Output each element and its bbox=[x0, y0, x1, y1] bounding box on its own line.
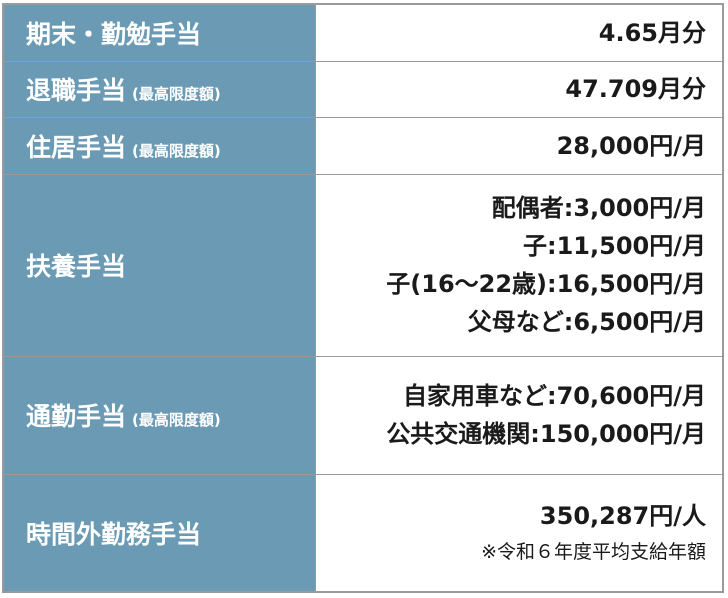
label-cell: 時間外勤務手当 bbox=[2, 473, 316, 593]
label-cell: 退職手当 (最高限度額) bbox=[2, 60, 316, 118]
value-text: 公共交通機関:150,000円/月 bbox=[386, 420, 706, 448]
table-row: 住居手当 (最高限度額) 28,000円/月 bbox=[2, 116, 724, 175]
value-cell: 47.709月分 bbox=[314, 60, 724, 118]
value-cell: 28,000円/月 bbox=[314, 116, 724, 175]
table-body: 期末・勤勉手当 4.65月分退職手当 (最高限度額) 47.709月分住居手当 (最高限… bbox=[2, 3, 724, 593]
value-cell: 4.65月分 bbox=[314, 3, 724, 62]
value-cell: 350,287円/人 ※令和６年度平均支給年額 bbox=[314, 473, 724, 593]
label-text: 住居手当 bbox=[26, 132, 127, 162]
value-cell: 配偶者:3,000円/月子:11,500円/月子(16～22歳):16,500円… bbox=[314, 173, 724, 357]
label-text: 通勤手当 bbox=[26, 402, 127, 431]
table-row: 通勤手当 (最高限度額) 自家用車など:70,600円/月公共交通機関:150,00… bbox=[2, 355, 724, 475]
value-text: 子:11,500円/月 bbox=[523, 232, 706, 260]
label-text: 時間外勤務手当 bbox=[26, 519, 202, 549]
value-text: 47.709月分 bbox=[565, 75, 706, 103]
value-text: 配偶者:3,000円/月 bbox=[491, 194, 706, 222]
value-text: 4.65月分 bbox=[598, 18, 706, 47]
label-cell: 住居手当 (最高限度額) bbox=[2, 116, 316, 175]
table-row: 扶養手当 配偶者:3,000円/月子:11,500円/月子(16～22歳):16,… bbox=[2, 173, 724, 357]
value-text: 28,000円/月 bbox=[556, 131, 706, 160]
value-note: ※令和６年度平均支給年額 bbox=[481, 540, 706, 563]
value-cell: 自家用車など:70,600円/月公共交通機関:150,000円/月 bbox=[314, 355, 724, 475]
label-text: 扶養手当 bbox=[26, 252, 127, 281]
value-text: 子(16～22歳):16,500円/月 bbox=[386, 270, 706, 298]
label-cell: 期末・勤勉手当 bbox=[2, 3, 316, 62]
label-cell: 扶養手当 bbox=[2, 173, 316, 357]
value-text: 自家用車など:70,600円/月 bbox=[403, 382, 706, 410]
label-sub: (最高限度額) bbox=[132, 411, 221, 429]
label-cell: 通勤手当 (最高限度額) bbox=[2, 355, 316, 475]
label-text: 期末・勤勉手当 bbox=[26, 19, 202, 49]
table-row: 退職手当 (最高限度額) 47.709月分 bbox=[2, 60, 724, 118]
label-sub: (最高限度額) bbox=[132, 85, 221, 103]
label-sub: (最高限度額) bbox=[132, 141, 221, 160]
allowance-table: 期末・勤勉手当 4.65月分退職手当 (最高限度額) 47.709月分住居手当 (最高限… bbox=[2, 3, 724, 593]
value-text: 350,287円/人 bbox=[539, 501, 706, 530]
label-text: 退職手当 bbox=[26, 76, 127, 105]
value-text: 父母など:6,500円/月 bbox=[467, 308, 706, 336]
table-row: 時間外勤務手当 350,287円/人 ※令和６年度平均支給年額 bbox=[2, 473, 724, 593]
table-row: 期末・勤勉手当 4.65月分 bbox=[2, 3, 724, 62]
